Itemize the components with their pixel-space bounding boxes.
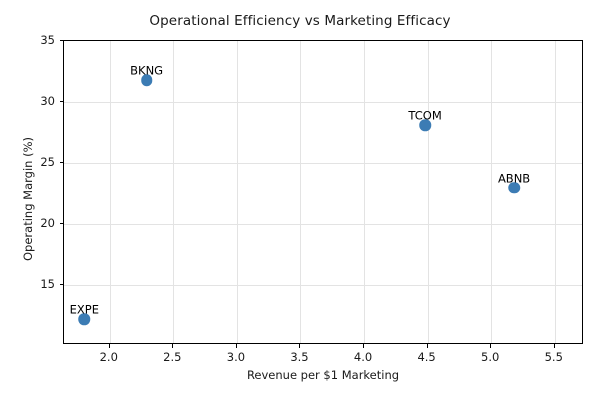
gridline-vertical bbox=[109, 41, 111, 343]
y-tick-label: 20 bbox=[40, 216, 55, 231]
x-tick-mark bbox=[490, 344, 492, 348]
y-tick-mark bbox=[59, 284, 63, 286]
gridline-horizontal bbox=[64, 102, 582, 104]
y-axis-label: Operating Margin (%) bbox=[21, 137, 35, 261]
x-tick-mark bbox=[172, 344, 174, 348]
data-point-label: EXPE bbox=[69, 302, 100, 317]
data-point-label: ABNB bbox=[497, 171, 531, 185]
data-points-layer: EXPE BKNG TCOM ABNB bbox=[64, 41, 582, 343]
gridline-horizontal bbox=[64, 163, 582, 165]
x-tick-label: 5.0 bbox=[481, 350, 500, 364]
gridline-vertical bbox=[300, 41, 302, 343]
chart-title: Operational Efficiency vs Marketing Effi… bbox=[149, 13, 451, 29]
x-tick-mark bbox=[426, 344, 428, 348]
data-point-marker[interactable] bbox=[419, 119, 431, 131]
gridline-vertical bbox=[554, 41, 556, 343]
y-tick-label: 15 bbox=[40, 277, 55, 292]
x-tick-label: 4.5 bbox=[417, 350, 436, 364]
x-tick-label: 5.5 bbox=[544, 350, 563, 364]
x-tick-mark bbox=[235, 344, 237, 348]
data-point-label: BKNG bbox=[130, 63, 164, 78]
x-tick-label: 3.5 bbox=[290, 350, 309, 364]
gridline-horizontal bbox=[64, 285, 582, 287]
x-tick-label: 2.0 bbox=[99, 350, 118, 364]
x-tick-mark bbox=[299, 344, 301, 348]
y-tick-mark bbox=[59, 162, 63, 164]
y-tick-label: 25 bbox=[40, 155, 55, 170]
x-tick-label: 3.0 bbox=[226, 350, 246, 364]
gridline-vertical bbox=[173, 41, 175, 343]
x-tick-mark bbox=[108, 344, 110, 348]
data-point-label: TCOM bbox=[408, 108, 442, 123]
y-tick-mark bbox=[59, 101, 63, 103]
x-tick-mark bbox=[363, 344, 365, 348]
x-axis-label: Revenue per $1 Marketing bbox=[246, 368, 400, 382]
plot-area: EXPE BKNG TCOM ABNB bbox=[63, 40, 583, 344]
gridline-vertical bbox=[427, 41, 429, 343]
gridline-vertical bbox=[364, 41, 366, 343]
y-tick-label: 30 bbox=[40, 94, 55, 109]
data-point-marker[interactable] bbox=[140, 74, 153, 86]
data-point-marker[interactable] bbox=[508, 181, 520, 194]
y-tick-mark bbox=[59, 223, 63, 225]
x-tick-mark bbox=[553, 344, 555, 348]
x-tick-label: 4.0 bbox=[353, 350, 373, 364]
y-tick-label: 35 bbox=[40, 33, 55, 47]
x-tick-label: 2.5 bbox=[163, 350, 182, 364]
data-point-marker[interactable] bbox=[78, 313, 91, 326]
gridline-vertical bbox=[491, 41, 493, 343]
y-tick-mark bbox=[59, 40, 63, 41]
gridlines bbox=[64, 41, 582, 343]
gridline-vertical bbox=[236, 41, 238, 343]
gridline-horizontal bbox=[64, 224, 582, 226]
